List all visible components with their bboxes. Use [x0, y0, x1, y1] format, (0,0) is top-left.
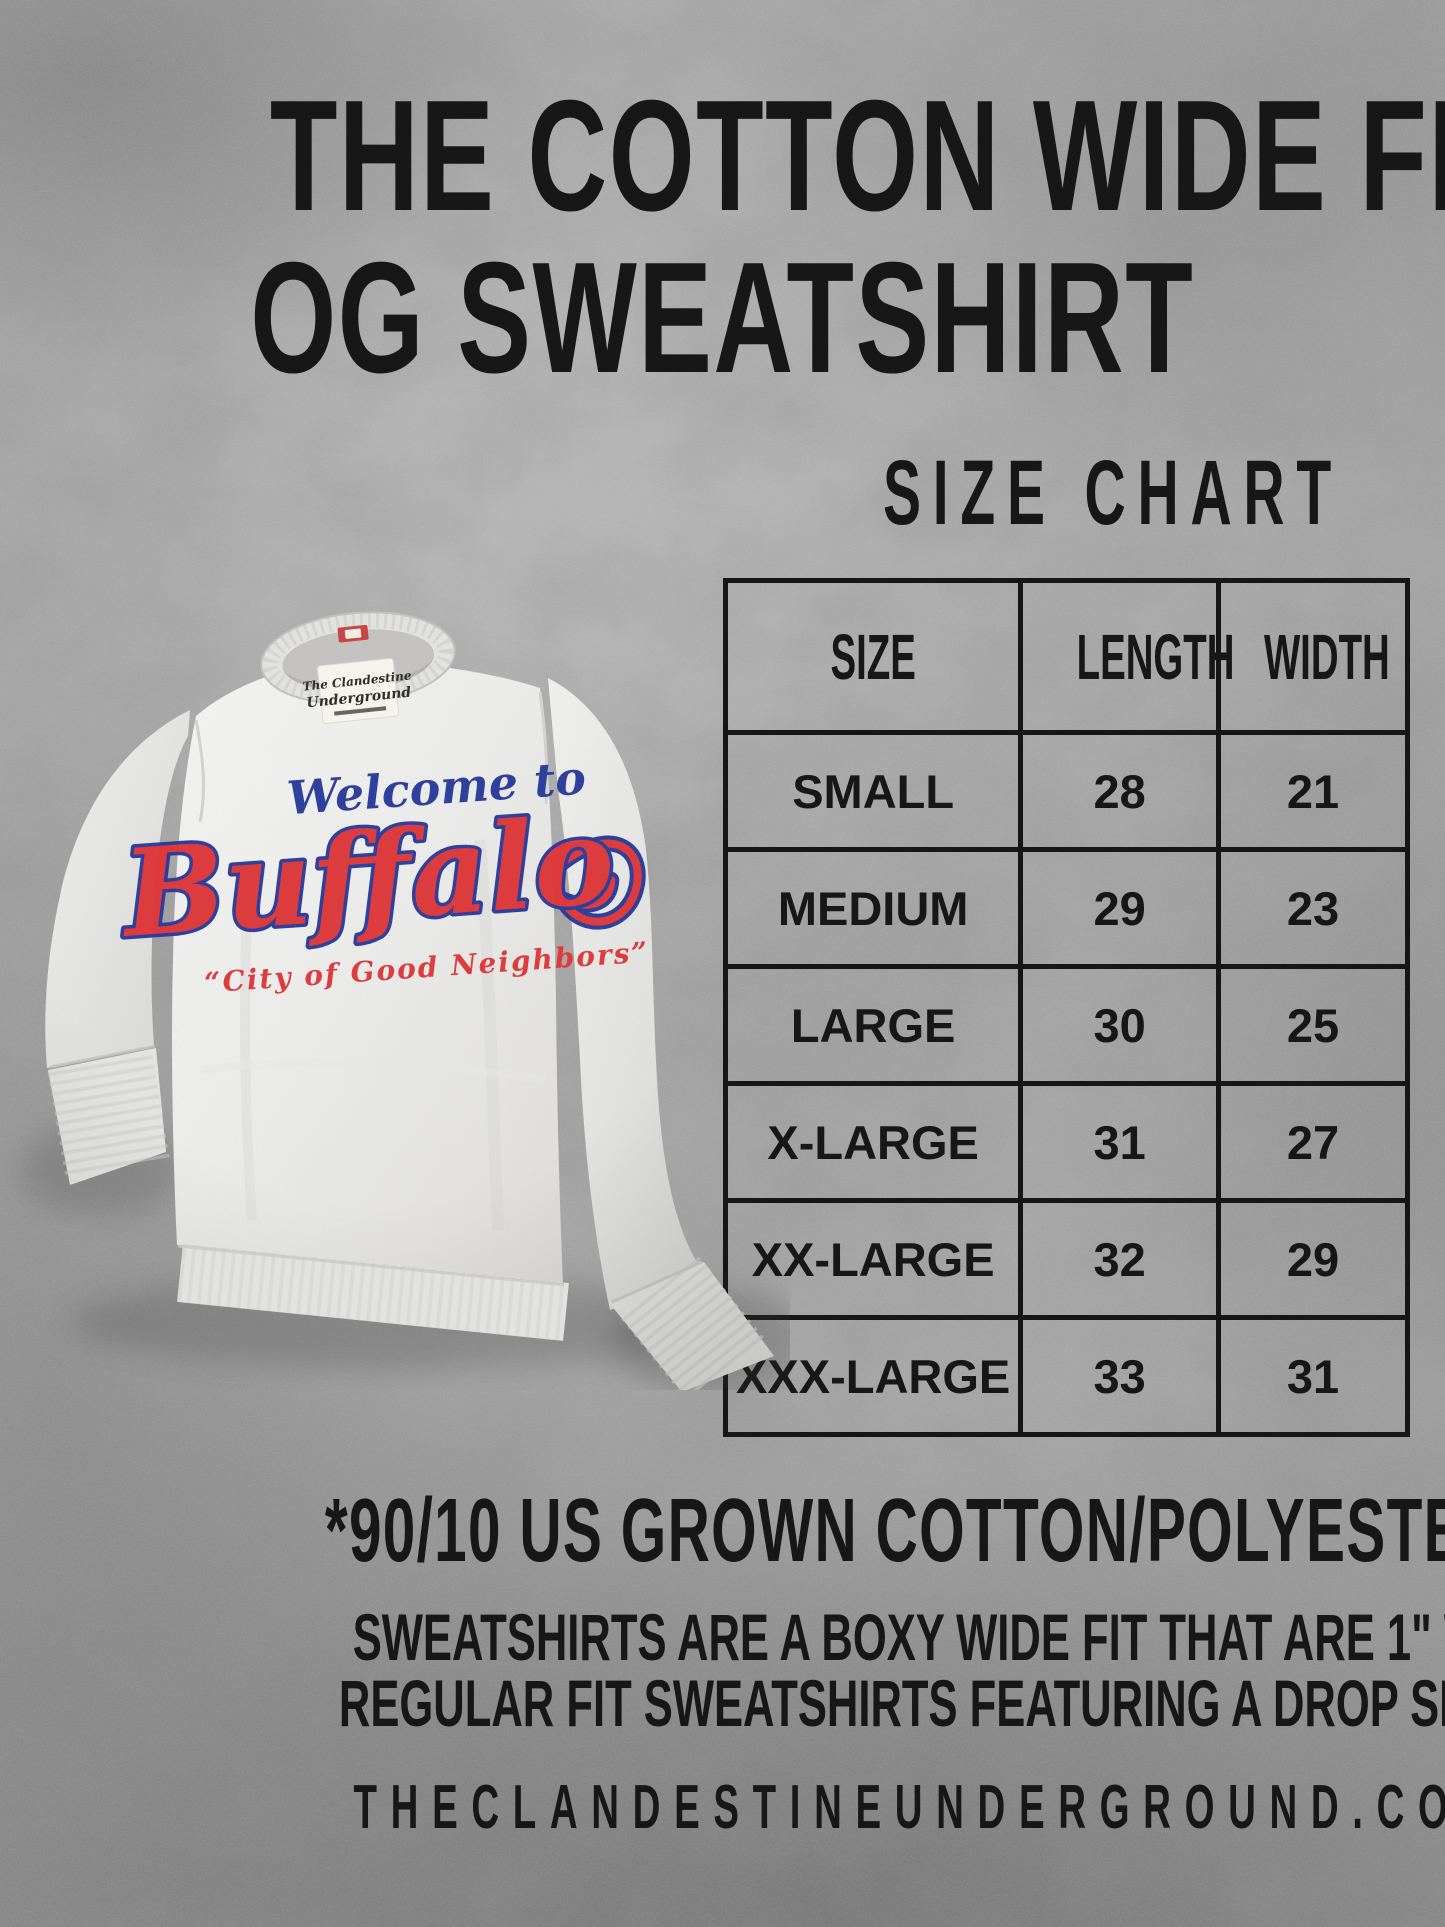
table-row-small: SMALL 28 21 — [722, 730, 1410, 852]
cell-width: 25 — [1216, 964, 1410, 1086]
size-chart-heading: SIZE CHART — [882, 442, 1344, 544]
cell-width: 23 — [1216, 847, 1410, 969]
cell-width: 21 — [1216, 730, 1410, 852]
title-line-1: THE COTTON WIDE FIT — [269, 68, 1445, 244]
cell-length: 28 — [1018, 730, 1222, 852]
cell-length: 30 — [1018, 964, 1222, 1086]
fit-note: SWEATSHIRTS ARE A BOXY WIDE FIT THAT ARE… — [0, 1604, 1445, 1736]
material-note: *90/10 US GROWN COTTON/POLYESTER* — [324, 1481, 1445, 1581]
fit-note-line-1: SWEATSHIRTS ARE A BOXY WIDE FIT THAT ARE… — [352, 1600, 1445, 1674]
cell-width: 31 — [1216, 1315, 1410, 1437]
cell-length: 33 — [1018, 1315, 1222, 1437]
cell-length: 29 — [1018, 847, 1222, 969]
cell-width: 29 — [1216, 1198, 1410, 1320]
table-row-xxx-large: XXX-LARGE 33 31 — [722, 1315, 1410, 1437]
size-chart-table: SIZE LENGTH WIDTH SMALL 28 21 MEDIUM 29 … — [722, 578, 1410, 1437]
fit-note-line-2: REGULAR FIT SWEATSHIRTS FEATURING A DROP… — [338, 1666, 1445, 1740]
cell-length: 31 — [1018, 1081, 1222, 1203]
column-header-length: LENGTH — [1018, 578, 1235, 735]
table-row-x-large: X-LARGE 31 27 — [722, 1081, 1410, 1203]
table-header-row: SIZE LENGTH WIDTH — [722, 578, 1410, 735]
fabric-texture — [45, 610, 774, 1390]
product-title: THE COTTON WIDE FIT OG SWEATSHIRT — [0, 75, 1445, 399]
title-line-2: OG SWEATSHIRT — [250, 230, 1195, 406]
table-row-large: LARGE 30 25 — [722, 964, 1410, 1086]
sweatshirt-photo: The Clandestine Underground Welcome to B… — [20, 610, 790, 1390]
table-row-xx-large: XX-LARGE 32 29 — [722, 1198, 1410, 1320]
cell-width: 27 — [1216, 1081, 1410, 1203]
cell-length: 32 — [1018, 1198, 1222, 1320]
table-row-medium: MEDIUM 29 23 — [722, 847, 1410, 969]
column-header-width: WIDTH — [1216, 578, 1410, 735]
website-url: THECLANDESTINEUNDERGROUND.COM — [353, 1773, 1445, 1842]
